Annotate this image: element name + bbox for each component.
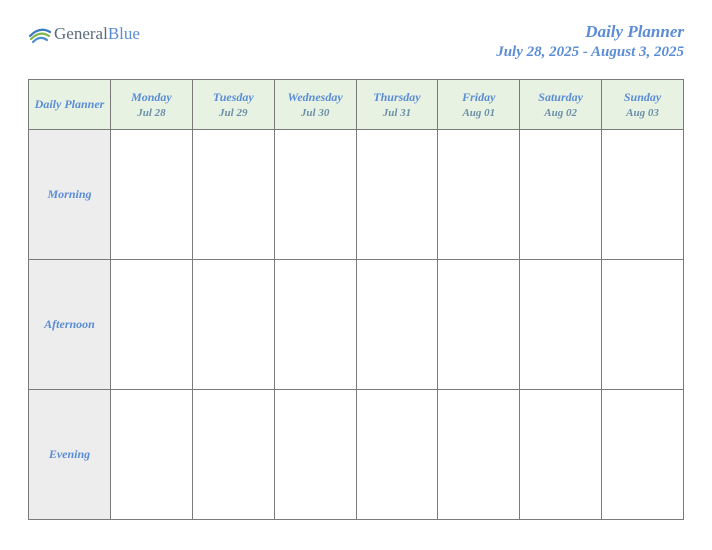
logo-text-blue: Blue bbox=[108, 24, 140, 44]
planner-cell bbox=[438, 130, 520, 260]
period-evening: Evening bbox=[29, 390, 111, 520]
planner-cell bbox=[438, 390, 520, 520]
day-date: Jul 30 bbox=[277, 107, 354, 119]
day-name: Friday bbox=[440, 90, 517, 105]
logo-text-general: General bbox=[54, 24, 108, 44]
planner-cell bbox=[602, 130, 684, 260]
day-header-mon: Monday Jul 28 bbox=[111, 80, 193, 130]
day-name: Thursday bbox=[359, 90, 436, 105]
day-date: Jul 31 bbox=[359, 107, 436, 119]
header-row-days: Daily Planner Monday Jul 28 Tuesday Jul … bbox=[29, 80, 684, 130]
planner-cell bbox=[438, 260, 520, 390]
day-date: Jul 29 bbox=[195, 107, 272, 119]
planner-cell bbox=[192, 260, 274, 390]
header-row: General Blue Daily Planner July 28, 2025… bbox=[28, 22, 684, 61]
planner-cell bbox=[520, 130, 602, 260]
day-header-thu: Thursday Jul 31 bbox=[356, 80, 438, 130]
period-morning: Morning bbox=[29, 130, 111, 260]
planner-cell bbox=[356, 260, 438, 390]
day-name: Monday bbox=[113, 90, 190, 105]
planner-cell bbox=[192, 390, 274, 520]
row-morning: Morning bbox=[29, 130, 684, 260]
row-evening: Evening bbox=[29, 390, 684, 520]
page-title: Daily Planner bbox=[496, 22, 684, 42]
day-header-fri: Friday Aug 01 bbox=[438, 80, 520, 130]
planner-cell bbox=[520, 260, 602, 390]
date-range: July 28, 2025 - August 3, 2025 bbox=[496, 44, 684, 61]
corner-cell: Daily Planner bbox=[29, 80, 111, 130]
day-name: Wednesday bbox=[277, 90, 354, 105]
day-date: Aug 01 bbox=[440, 107, 517, 119]
day-date: Jul 28 bbox=[113, 107, 190, 119]
logo: General Blue bbox=[28, 22, 140, 46]
planner-cell bbox=[520, 390, 602, 520]
day-name: Sunday bbox=[604, 90, 681, 105]
day-name: Tuesday bbox=[195, 90, 272, 105]
day-header-wed: Wednesday Jul 30 bbox=[274, 80, 356, 130]
day-date: Aug 03 bbox=[604, 107, 681, 119]
day-name: Saturday bbox=[522, 90, 599, 105]
planner-cell bbox=[274, 260, 356, 390]
planner-cell bbox=[111, 130, 193, 260]
planner-cell bbox=[274, 130, 356, 260]
day-date: Aug 02 bbox=[522, 107, 599, 119]
globe-swoosh-icon bbox=[28, 22, 52, 46]
planner-cell bbox=[602, 260, 684, 390]
planner-cell bbox=[111, 260, 193, 390]
planner-cell bbox=[111, 390, 193, 520]
day-header-sat: Saturday Aug 02 bbox=[520, 80, 602, 130]
title-block: Daily Planner July 28, 2025 - August 3, … bbox=[496, 22, 684, 61]
planner-cell bbox=[192, 130, 274, 260]
planner-cell bbox=[356, 130, 438, 260]
planner-table: Daily Planner Monday Jul 28 Tuesday Jul … bbox=[28, 79, 684, 520]
planner-cell bbox=[602, 390, 684, 520]
day-header-tue: Tuesday Jul 29 bbox=[192, 80, 274, 130]
planner-cell bbox=[274, 390, 356, 520]
period-afternoon: Afternoon bbox=[29, 260, 111, 390]
row-afternoon: Afternoon bbox=[29, 260, 684, 390]
planner-cell bbox=[356, 390, 438, 520]
day-header-sun: Sunday Aug 03 bbox=[602, 80, 684, 130]
